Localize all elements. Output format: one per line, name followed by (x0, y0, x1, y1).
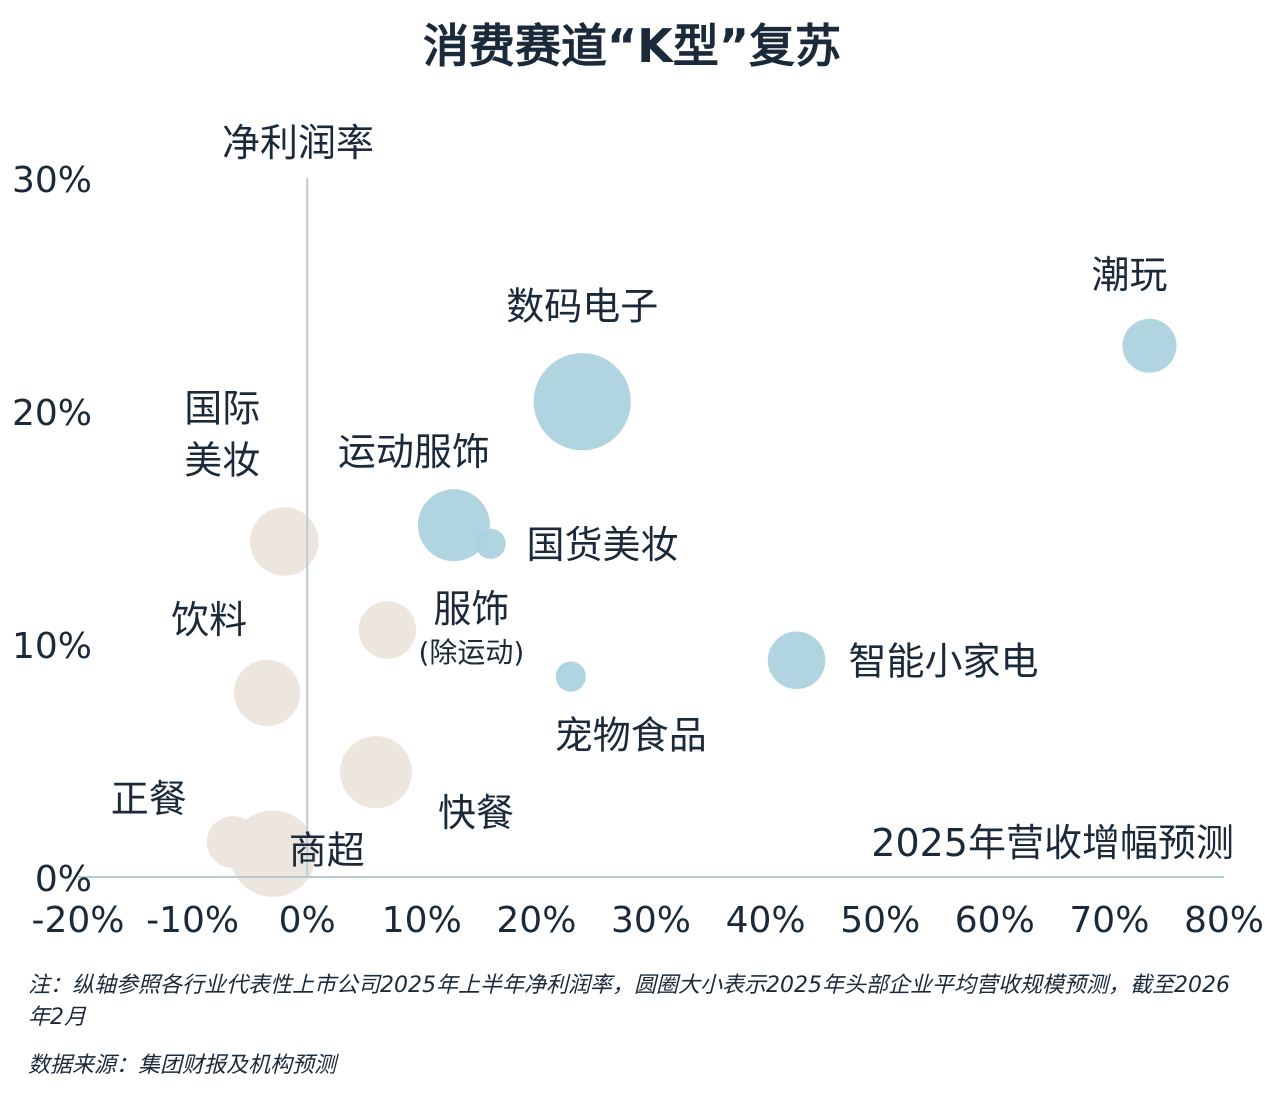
bubble-国货美妆 (475, 528, 506, 559)
bubble-label-国货美妆: 国货美妆 (527, 523, 679, 567)
x-tick-label: 70% (1069, 900, 1149, 941)
x-tick-label: 0% (279, 900, 336, 941)
x-tick-label: 60% (955, 900, 1035, 941)
bubble-label-宠物食品: 宠物食品 (555, 714, 707, 758)
data-source: 数据来源：集团财报及机构预测 (28, 1053, 337, 1078)
x-tick-label: -20% (31, 900, 124, 941)
x-tick-label: 10% (382, 900, 462, 941)
y-tick-label: 20% (12, 393, 92, 434)
x-axis-title: 2025年营收增幅预测 (871, 821, 1234, 865)
bubble-label-国际美妆: 国际 (184, 386, 260, 430)
x-tick-labels: -20% -10% 0% 10% 20% 30% 40% 50% 60% 70% 80% (31, 900, 1264, 941)
bubble-layer (206, 318, 1177, 897)
y-tick-label: 0% (35, 859, 92, 900)
bubble-商超 (229, 810, 317, 897)
x-tick-label: 80% (1184, 900, 1264, 941)
bubble-label-国际美妆-line2: 美妆 (184, 438, 260, 482)
x-tick-label: 40% (726, 900, 806, 941)
y-tick-label: 30% (12, 160, 92, 201)
bubble-潮玩 (1122, 318, 1177, 373)
y-tick-label: 10% (12, 626, 92, 667)
bubble-运动服饰 (417, 489, 490, 562)
bubble-国际美妆 (250, 507, 319, 576)
bubble-饮料 (233, 659, 301, 727)
x-tick-label: -10% (146, 900, 239, 941)
bubble-快餐 (339, 736, 412, 809)
y-tick-labels: 0% 10% 20% 30% (12, 160, 92, 900)
bubble-智能小家电 (767, 631, 826, 690)
bubble-label-运动服饰: 运动服饰 (338, 430, 490, 474)
bubble-label-服饰: 服饰 (433, 587, 509, 631)
y-axis-title: 净利润率 (222, 121, 374, 165)
bubble-label-数码电子: 数码电子 (506, 285, 658, 329)
chart-note: 注：纵轴参照各行业代表性上市公司2025年上半年净利润率，圆圈大小表示2025年… (28, 973, 1230, 1030)
chart-title: 消费赛道“K型”复苏 (423, 19, 841, 73)
bubble-label-快餐: 快餐 (438, 791, 514, 835)
x-tick-label: 30% (611, 900, 691, 941)
bubble-label-智能小家电: 智能小家电 (849, 639, 1039, 683)
x-tick-label: 50% (840, 900, 920, 941)
bubble-label-饮料: 饮料 (171, 598, 247, 642)
bubble-label-商超: 商超 (289, 829, 365, 873)
bubble-label-潮玩: 潮玩 (1092, 253, 1168, 297)
bubble-sublabel-服饰: (除运动) (418, 636, 524, 669)
bubble-服饰 (358, 601, 417, 659)
bubble-label-正餐: 正餐 (111, 777, 187, 821)
bubble-宠物食品 (555, 661, 586, 692)
bubble-数码电子 (533, 353, 631, 451)
x-tick-label: 20% (496, 900, 576, 941)
